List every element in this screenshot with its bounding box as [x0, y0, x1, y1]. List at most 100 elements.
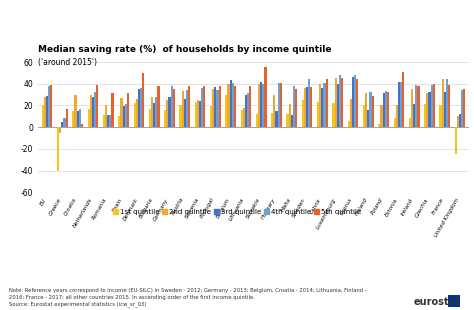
Bar: [332, 103, 335, 127]
Bar: [77, 111, 79, 127]
Bar: [378, 124, 381, 127]
Bar: [153, 103, 155, 127]
Text: ('around 2015'): ('around 2015'): [38, 58, 97, 67]
Bar: [415, 85, 418, 127]
Bar: [317, 102, 319, 127]
Bar: [433, 84, 435, 127]
Bar: [105, 105, 107, 127]
Bar: [243, 108, 245, 127]
Bar: [225, 95, 228, 127]
Bar: [212, 89, 214, 127]
Bar: [249, 86, 251, 127]
Bar: [310, 87, 312, 127]
Bar: [42, 105, 44, 127]
Bar: [201, 88, 203, 127]
Bar: [81, 124, 83, 127]
Bar: [418, 86, 419, 127]
Bar: [74, 95, 77, 127]
Bar: [295, 89, 297, 127]
Bar: [326, 79, 328, 127]
Bar: [256, 114, 258, 127]
Bar: [199, 101, 201, 127]
Bar: [446, 79, 448, 127]
Bar: [57, 127, 59, 170]
Bar: [271, 113, 273, 127]
Bar: [323, 83, 326, 127]
Bar: [188, 86, 190, 127]
Bar: [186, 90, 188, 127]
Bar: [142, 73, 144, 127]
Bar: [426, 94, 428, 127]
Bar: [275, 111, 278, 127]
Bar: [48, 86, 50, 127]
Bar: [341, 78, 343, 127]
Bar: [413, 104, 415, 127]
Bar: [354, 75, 356, 127]
Bar: [372, 96, 374, 127]
Bar: [228, 84, 229, 127]
Bar: [232, 83, 234, 127]
Bar: [229, 81, 232, 127]
Bar: [96, 85, 98, 127]
Bar: [461, 90, 463, 127]
Bar: [210, 107, 212, 127]
Bar: [61, 122, 64, 127]
Bar: [134, 103, 136, 127]
Bar: [122, 107, 125, 127]
Bar: [46, 96, 48, 127]
Bar: [92, 97, 94, 127]
Bar: [262, 84, 264, 127]
Bar: [149, 109, 151, 127]
Bar: [50, 85, 53, 127]
Bar: [306, 87, 308, 127]
Bar: [293, 86, 295, 127]
Bar: [157, 86, 160, 127]
Bar: [335, 78, 337, 127]
Bar: [258, 84, 260, 127]
Text: eurostat: eurostat: [413, 297, 460, 307]
Bar: [241, 110, 243, 127]
Bar: [214, 87, 217, 127]
Bar: [319, 84, 321, 127]
Bar: [396, 105, 398, 127]
Bar: [90, 95, 92, 127]
Bar: [289, 104, 291, 127]
Bar: [219, 86, 221, 127]
Bar: [383, 94, 385, 127]
Bar: [59, 127, 61, 133]
Bar: [64, 118, 65, 127]
Bar: [363, 105, 365, 127]
Bar: [424, 104, 426, 127]
Bar: [286, 114, 289, 127]
Bar: [304, 88, 306, 127]
Bar: [302, 100, 304, 127]
Bar: [247, 94, 249, 127]
Bar: [463, 89, 465, 127]
Bar: [321, 88, 323, 127]
Bar: [173, 89, 175, 127]
Bar: [411, 89, 413, 127]
Bar: [448, 85, 450, 127]
Bar: [439, 105, 442, 127]
Bar: [264, 68, 266, 127]
Bar: [111, 94, 114, 127]
Bar: [94, 92, 96, 127]
Bar: [217, 90, 219, 127]
Bar: [273, 95, 275, 127]
Bar: [352, 77, 354, 127]
Bar: [136, 99, 138, 127]
Bar: [166, 100, 168, 127]
Bar: [367, 110, 369, 127]
Bar: [457, 116, 459, 127]
Text: Median saving rate (%)  of households by income quintile: Median saving rate (%) of households by …: [38, 45, 331, 54]
Bar: [308, 79, 310, 127]
Bar: [88, 109, 90, 127]
Bar: [369, 92, 372, 127]
Bar: [164, 110, 166, 127]
Bar: [138, 89, 140, 127]
Bar: [155, 97, 157, 127]
Bar: [444, 92, 446, 127]
Bar: [350, 99, 352, 127]
Bar: [103, 115, 105, 127]
Bar: [79, 109, 81, 127]
